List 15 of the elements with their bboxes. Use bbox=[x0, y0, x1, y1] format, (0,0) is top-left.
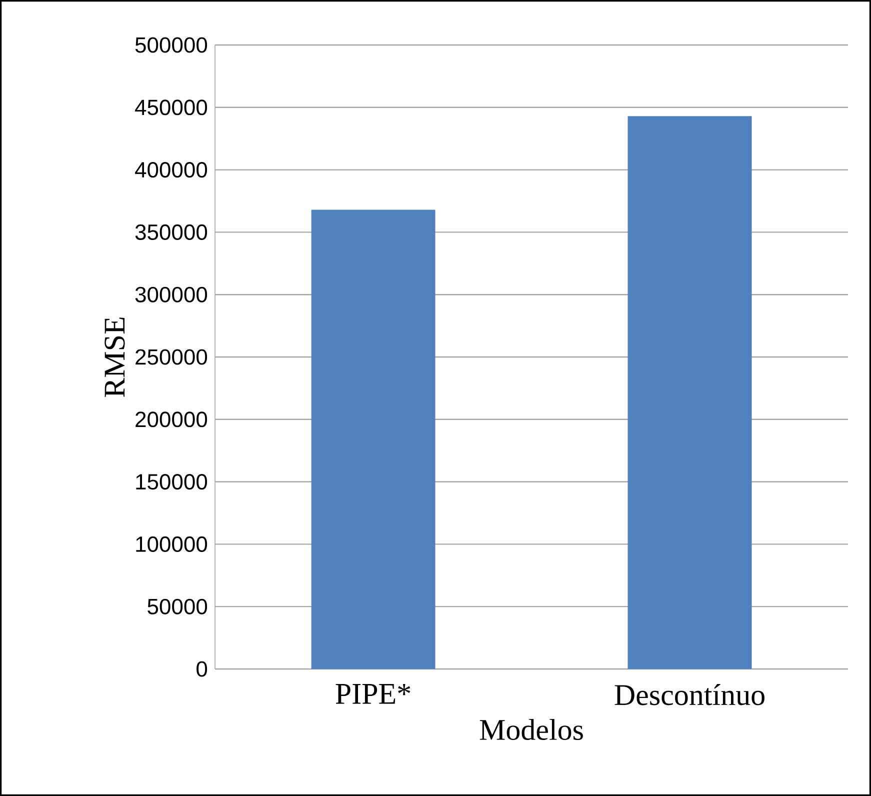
y-tick-label: 100000 bbox=[136, 536, 208, 552]
y-tick-label: 500000 bbox=[135, 37, 208, 53]
x-tick-label: PIPE* bbox=[336, 684, 410, 704]
y-tick-label: 0 bbox=[196, 661, 208, 677]
y-tick-label: 250000 bbox=[136, 349, 208, 365]
y-tick-label: 300000 bbox=[135, 286, 208, 302]
x-axis-title: Modelos bbox=[480, 718, 583, 740]
y-tick-label: 400000 bbox=[135, 162, 208, 178]
y-tick-label: 200000 bbox=[136, 412, 208, 428]
y-tick-label: 450000 bbox=[135, 100, 208, 116]
y-tick-label: 350000 bbox=[135, 224, 208, 240]
y-tick-label: 150000 bbox=[136, 474, 208, 490]
y-tick-label: 50000 bbox=[148, 598, 208, 614]
x-tick-label: Descontínuo bbox=[614, 684, 764, 706]
y-axis-title: RMSE bbox=[104, 318, 125, 397]
